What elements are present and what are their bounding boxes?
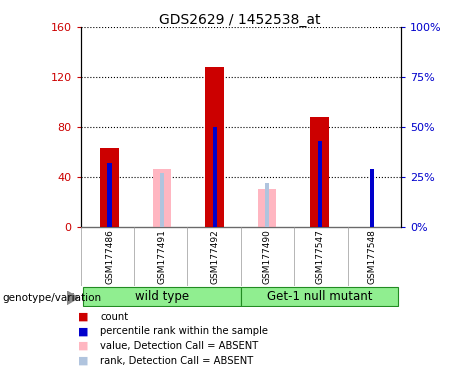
Text: count: count — [100, 312, 129, 322]
Text: GSM177492: GSM177492 — [210, 230, 219, 284]
Bar — [213, 127, 217, 227]
Text: percentile rank within the sample: percentile rank within the sample — [100, 326, 268, 336]
Bar — [100, 148, 119, 227]
Bar — [83, 287, 241, 306]
Text: ■: ■ — [78, 312, 89, 322]
Text: GDS2629 / 1452538_at: GDS2629 / 1452538_at — [159, 13, 320, 27]
Text: value, Detection Call = ABSENT: value, Detection Call = ABSENT — [100, 341, 259, 351]
Text: genotype/variation: genotype/variation — [2, 293, 101, 303]
Bar — [370, 169, 374, 227]
Bar — [153, 169, 171, 227]
Bar — [318, 141, 322, 227]
Bar — [310, 117, 329, 227]
Text: ■: ■ — [78, 326, 89, 336]
Text: GSM177548: GSM177548 — [368, 230, 377, 285]
Text: GSM177547: GSM177547 — [315, 230, 324, 285]
Text: GSM177491: GSM177491 — [158, 230, 166, 285]
Text: ■: ■ — [78, 356, 89, 366]
Text: Get-1 null mutant: Get-1 null mutant — [267, 290, 372, 303]
Bar — [265, 183, 269, 227]
Bar — [241, 287, 398, 306]
Polygon shape — [67, 291, 78, 305]
Bar — [206, 67, 224, 227]
Bar — [258, 189, 276, 227]
Text: rank, Detection Call = ABSENT: rank, Detection Call = ABSENT — [100, 356, 254, 366]
Bar — [160, 173, 164, 227]
Text: GSM177486: GSM177486 — [105, 230, 114, 285]
Text: GSM177490: GSM177490 — [263, 230, 272, 285]
Bar — [107, 163, 112, 227]
Text: ■: ■ — [78, 341, 89, 351]
Text: wild type: wild type — [135, 290, 189, 303]
